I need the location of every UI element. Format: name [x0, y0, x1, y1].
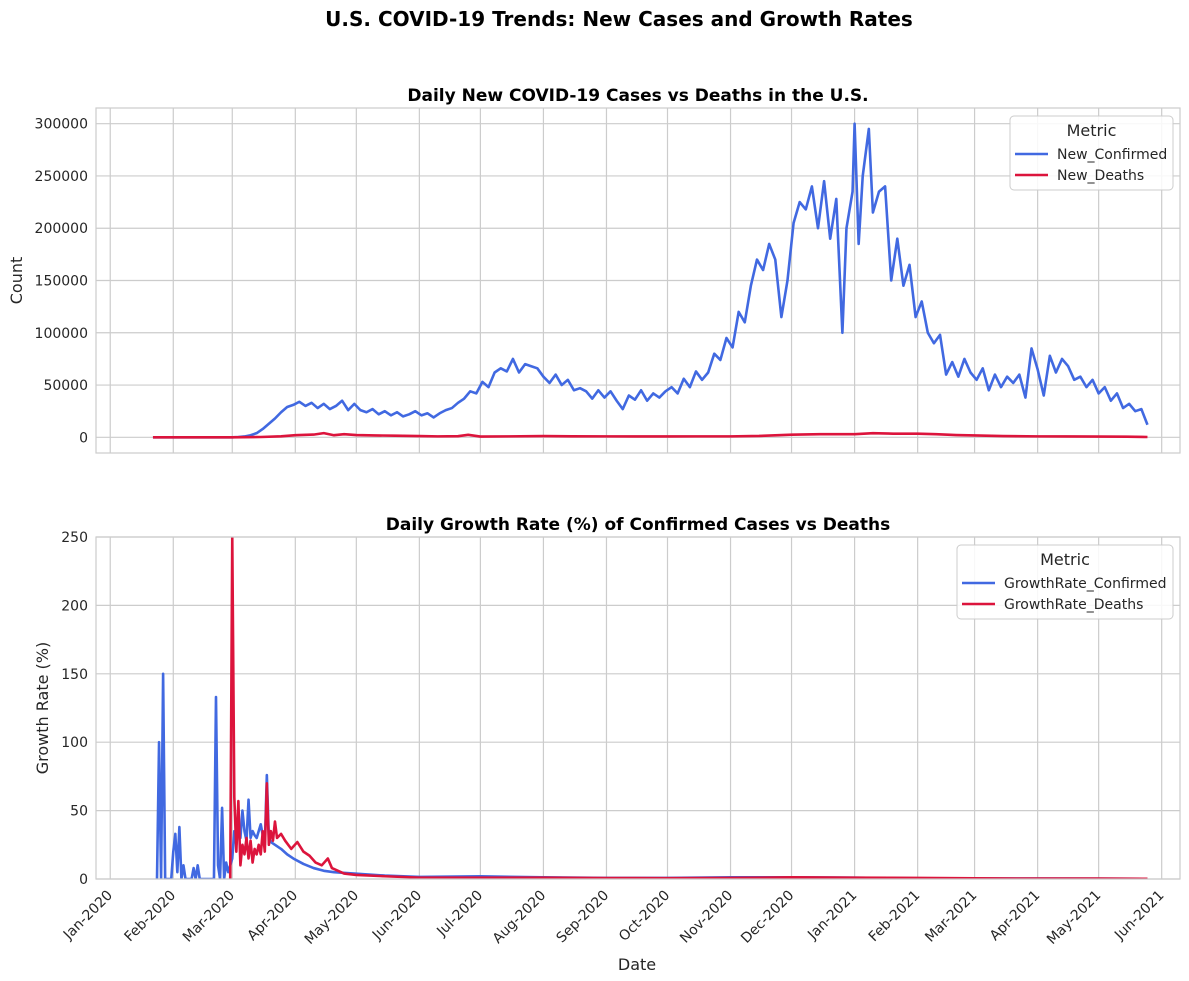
x-tick-label: Feb-2020 [121, 887, 179, 945]
series-line-new-confirmed [152, 122, 1149, 439]
y-tick-label: 250 [61, 530, 88, 546]
x-tick-label: May-2021 [1044, 887, 1104, 947]
growth-legend: Metric GrowthRate_Confirmed GrowthRate_Dea… [956, 544, 1174, 620]
x-tick-label: Dec-2020 [738, 887, 797, 946]
x-tick-label: Mar-2021 [922, 887, 980, 945]
y-tick-label: 250000 [35, 169, 88, 185]
series-line-new-deaths [152, 431, 1148, 439]
legend-entry: GrowthRate_Confirmed [1004, 576, 1166, 592]
y-tick-label: 300000 [35, 117, 88, 133]
growth-x-axis-label: Date [618, 955, 656, 974]
series-line-growthrate-confirmed [155, 672, 1148, 879]
y-tick-label: 150000 [35, 274, 88, 290]
y-tick-label: 200 [61, 598, 88, 614]
cases-plot-frame [95, 107, 1181, 454]
cases-legend: Metric New_Confirmed New_Deaths [1009, 115, 1174, 191]
cases-lines [152, 122, 1149, 439]
legend-title: Metric [1040, 550, 1090, 569]
y-tick-label: 50 [70, 804, 88, 820]
growth-lines [155, 537, 1148, 879]
y-tick-label: 100000 [35, 326, 88, 342]
y-tick-label: 100 [61, 735, 88, 751]
y-tick-label: 0 [79, 872, 88, 888]
x-tick-label: Jan-2020 [60, 887, 116, 943]
series-line-growthrate-deaths [228, 537, 1148, 879]
growth-y-ticks: 0 50 100 150 200 250 [61, 530, 88, 888]
growth-x-ticks: Jan-2020 Feb-2020 Mar-2020 Apr-2020 May-2020… [60, 887, 1168, 947]
y-tick-label: 150 [61, 667, 88, 683]
x-tick-label: Oct-2020 [616, 887, 673, 944]
legend-box [956, 544, 1174, 620]
x-tick-label: Feb-2021 [866, 887, 924, 945]
figure-title: U.S. COVID-19 Trends: New Cases and Grow… [325, 7, 913, 31]
x-tick-label: Sep-2020 [554, 887, 613, 946]
cases-grid [96, 108, 1180, 453]
cases-panel-title: Daily New COVID-19 Cases vs Deaths in th… [407, 86, 868, 106]
x-tick-label: Aug-2020 [490, 887, 549, 946]
x-tick-label: Jan-2021 [804, 887, 860, 943]
legend-title: Metric [1067, 121, 1117, 140]
growth-rate-panel: 0 50 100 150 200 250 Jan-2020 Feb-2020 Mar-2020… [33, 515, 1181, 974]
legend-entry: New_Deaths [1057, 168, 1144, 184]
x-tick-label: Jul-2020 [433, 887, 486, 940]
x-tick-label: Apr-2020 [245, 887, 302, 944]
legend-box [1009, 115, 1174, 191]
x-tick-label: Apr-2021 [987, 887, 1044, 944]
y-tick-label: 200000 [35, 221, 88, 237]
growth-panel-title: Daily Growth Rate (%) of Confirmed Cases… [386, 515, 891, 535]
y-tick-label: 0 [79, 430, 88, 446]
cases-y-axis-label: Count [7, 257, 26, 305]
legend-entry: GrowthRate_Deaths [1004, 597, 1143, 613]
x-tick-label: Nov-2020 [677, 887, 736, 946]
x-tick-label: Mar-2020 [180, 887, 238, 945]
x-tick-label: Jun-2021 [1111, 887, 1167, 943]
x-tick-label: Jun-2020 [369, 887, 425, 943]
cases-deaths-panel: 0 50000 100000 150000 200000 250000 300000 Dai… [7, 86, 1181, 454]
growth-plot-frame [95, 536, 1181, 880]
y-tick-label: 50000 [43, 378, 88, 394]
cases-y-ticks: 0 50000 100000 150000 200000 250000 300000 [35, 117, 88, 447]
growth-y-axis-label: Growth Rate (%) [33, 642, 52, 774]
x-tick-label: May-2020 [302, 887, 362, 947]
legend-entry: New_Confirmed [1057, 147, 1167, 163]
